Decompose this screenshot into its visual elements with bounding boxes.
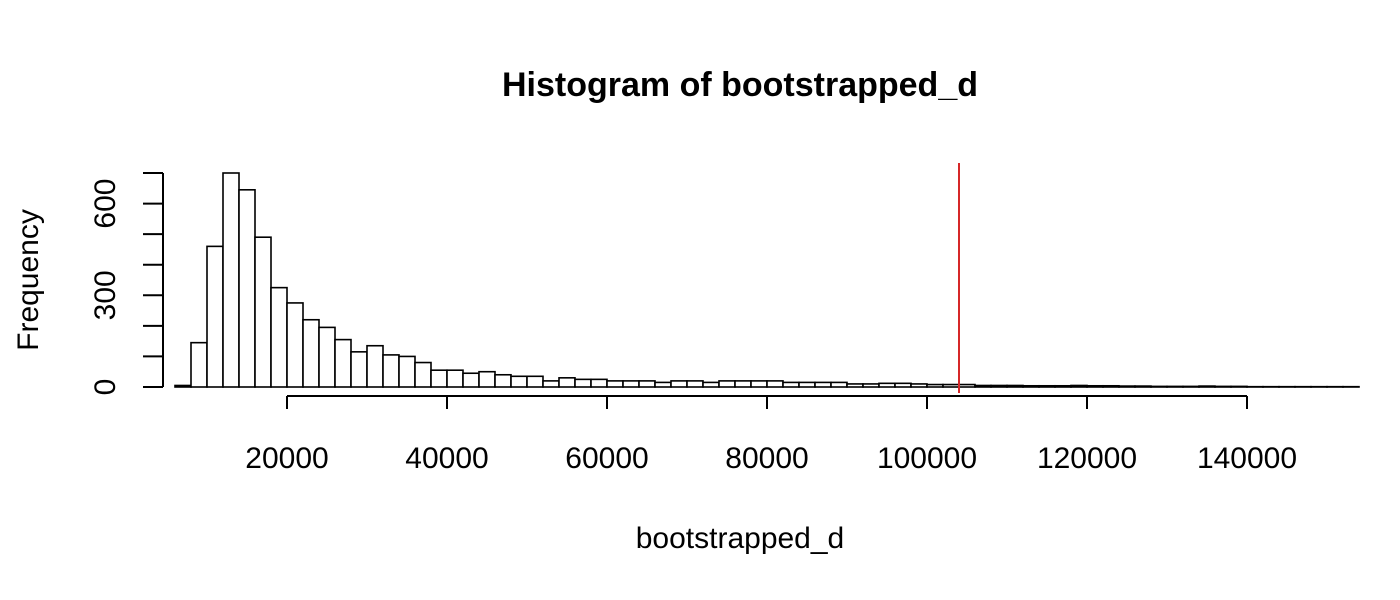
x-axis-label: bootstrapped_d [636,522,845,555]
histogram-bar [302,318,320,388]
histogram-bar [1054,384,1072,388]
x-tick-label: 80000 [725,442,808,475]
chart-title: Histogram of bootstrapped_d [502,66,978,104]
x-tick-label: 140000 [1197,442,1297,475]
histogram-bar [1006,384,1024,388]
histogram-bar [398,355,416,388]
histogram-bar [734,380,752,388]
histogram-bar [1230,385,1248,388]
histogram-bar [862,383,880,388]
histogram-bar [510,375,528,388]
histogram-bar [542,380,560,388]
histogram-bar [590,378,608,388]
histogram-bar [1118,385,1136,388]
histogram-bar [238,189,256,388]
histogram-bars [174,172,1360,388]
histogram-bar [558,377,576,388]
histogram-bar [622,380,640,388]
histogram-bar [718,380,736,388]
histogram-bar [798,381,816,388]
histogram-bar [254,236,272,388]
histogram-bar [1102,384,1120,388]
histogram-bar [1182,385,1200,388]
histogram-bar [910,383,928,388]
histogram-bar [1166,385,1184,388]
histogram-bar [974,384,992,388]
histogram-bar [942,383,960,388]
histogram-bar [1214,385,1232,388]
histogram-bar [334,338,352,388]
x-tick-label: 120000 [1037,442,1137,475]
histogram-bar [990,384,1008,388]
histogram-bar [846,383,864,388]
x-tick-label: 20000 [245,442,328,475]
histogram-bar [1134,385,1152,388]
histogram-bar [766,380,784,388]
histogram-bar [318,326,336,388]
x-tick-label: 40000 [405,442,488,475]
histogram-bar [814,381,832,388]
histogram-bar [414,361,432,388]
histogram-bar [494,373,512,388]
histogram-bar [478,370,496,388]
histogram-bar [574,378,592,388]
histogram-bar [1070,384,1088,388]
histogram-bar [1150,385,1168,388]
histogram-bar [702,381,720,388]
histogram-bar [446,369,464,388]
histogram-bar [350,351,368,388]
histogram-bar [526,375,544,388]
histogram-bar [190,341,208,388]
histogram-bar [174,384,192,388]
histogram-bar [270,286,288,388]
y-tick-label: 300 [89,270,122,320]
histogram-bar [1086,384,1104,388]
histogram-bar [654,381,672,388]
histogram-bar [366,344,384,388]
histogram-bar [830,381,848,388]
histogram-bar [1038,384,1056,388]
histogram-bar [686,380,704,388]
histogram-bar [462,372,480,388]
histogram-bar [926,383,944,388]
histogram-bar [878,382,896,388]
histogram-bar [222,172,240,388]
histogram-bar [382,354,400,388]
y-tick-label: 600 [89,179,122,229]
histogram-bar [1022,384,1040,388]
histogram-bar [750,380,768,388]
histogram-bar [206,245,224,388]
histogram-bar [430,369,448,388]
histogram-bar [286,302,304,388]
histogram-bar [958,383,976,388]
y-tick-label: 0 [89,379,122,396]
y-axis: 0 300 600 [89,172,164,396]
histogram-bar [638,380,656,388]
histogram-bar [1198,385,1216,388]
x-tick-label: 60000 [565,442,648,475]
histogram-bar [670,380,688,388]
y-axis-label: Frequency [12,209,45,351]
x-tick-label: 100000 [877,442,977,475]
histogram-bar [782,381,800,388]
histogram-bar [606,380,624,388]
histogram-bar [894,382,912,388]
x-axis: 20000 40000 60000 80000 100000 120000 140000 [245,395,1297,475]
